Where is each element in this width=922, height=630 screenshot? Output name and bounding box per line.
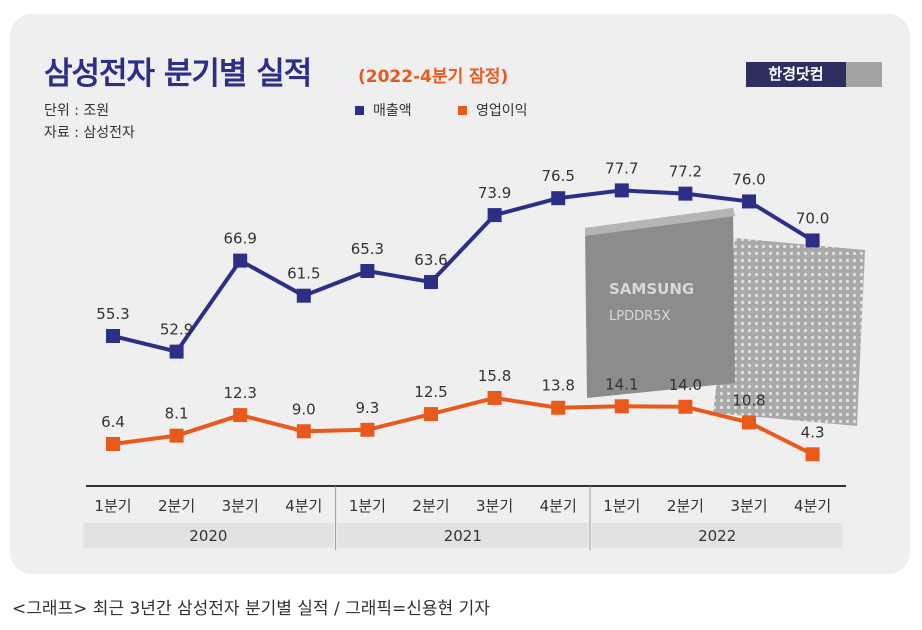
data-label: 65.3 bbox=[351, 240, 384, 258]
x-tick-label: 2분기 bbox=[158, 497, 195, 515]
data-label: 52.9 bbox=[160, 321, 193, 339]
data-point bbox=[678, 186, 693, 201]
data-point bbox=[360, 264, 375, 278]
data-point bbox=[487, 208, 502, 223]
x-tick-label: 1분기 bbox=[94, 497, 131, 515]
data-label: 63.6 bbox=[414, 251, 447, 269]
x-tick-label: 4분기 bbox=[794, 497, 831, 515]
x-tick-label: 2분기 bbox=[412, 497, 449, 515]
data-label: 73.9 bbox=[478, 184, 511, 202]
x-tick-label: 4분기 bbox=[285, 497, 322, 515]
legend-profit: 영업이익 bbox=[458, 100, 528, 120]
data-point bbox=[614, 183, 629, 198]
data-label: 10.8 bbox=[732, 391, 765, 409]
data-point bbox=[805, 447, 820, 462]
x-tick-label: 3분기 bbox=[476, 497, 513, 515]
data-label: 4.3 bbox=[801, 423, 825, 441]
chip-brand-text: SAMSUNG bbox=[609, 280, 694, 298]
data-point bbox=[233, 253, 248, 268]
data-point bbox=[106, 329, 120, 343]
legend-profit-swatch bbox=[458, 105, 467, 115]
data-label: 70.0 bbox=[796, 209, 829, 227]
source-label: 자료 : 삼성전자 bbox=[44, 125, 135, 141]
data-point bbox=[169, 344, 184, 359]
data-label: 15.8 bbox=[478, 367, 511, 385]
year-label: 2022 bbox=[698, 527, 736, 545]
data-point bbox=[424, 275, 438, 290]
x-tick-label: 2분기 bbox=[667, 497, 704, 515]
data-label: 76.5 bbox=[541, 167, 574, 185]
data-label: 61.5 bbox=[287, 265, 320, 283]
data-label: 12.5 bbox=[414, 383, 447, 401]
data-label: 55.3 bbox=[96, 305, 129, 323]
year-label: 2020 bbox=[189, 527, 227, 545]
brand-label: 한경닷컴 bbox=[746, 62, 846, 87]
brand-badge: 한경닷컴 bbox=[746, 62, 882, 87]
x-tick-label: 3분기 bbox=[222, 497, 259, 515]
x-tick-label: 4분기 bbox=[540, 497, 577, 515]
data-label: 13.8 bbox=[541, 377, 574, 395]
year-band bbox=[337, 523, 588, 548]
chart-title: 삼성전자 분기별 실적 bbox=[44, 56, 312, 92]
memory-chip-image: SAMSUNG LPDDR5X bbox=[585, 208, 865, 426]
data-label: 14.1 bbox=[605, 375, 638, 393]
figure-caption: <그래프> 최근 3년간 삼성전자 분기별 실적 / 그래픽=신용현 기자 bbox=[12, 599, 490, 619]
data-point bbox=[296, 424, 311, 439]
data-point bbox=[742, 194, 756, 209]
data-point bbox=[742, 415, 756, 430]
year-band bbox=[592, 523, 843, 548]
data-point bbox=[106, 437, 120, 451]
data-point bbox=[169, 428, 184, 443]
data-point bbox=[551, 400, 566, 415]
data-point bbox=[296, 288, 311, 303]
legend-profit-label: 영업이익 bbox=[476, 103, 528, 119]
chart-subtitle: (2022-4분기 잠정) bbox=[358, 67, 509, 87]
year-label: 2021 bbox=[444, 527, 482, 545]
data-point bbox=[678, 399, 693, 414]
chart-card: 삼성전자 분기별 실적 (2022-4분기 잠정) 한경닷컴 단위 : 조원 자… bbox=[10, 14, 910, 574]
series-line-1 bbox=[112, 395, 814, 457]
chip-model-text: LPDDR5X bbox=[609, 309, 670, 324]
data-label: 8.1 bbox=[165, 405, 189, 423]
data-label: 14.0 bbox=[669, 376, 702, 394]
data-point bbox=[551, 191, 566, 206]
legend-revenue-swatch bbox=[355, 105, 364, 115]
legend-revenue-label: 매출액 bbox=[373, 103, 412, 119]
unit-label: 단위 : 조원 bbox=[44, 103, 110, 119]
data-label: 9.0 bbox=[292, 400, 316, 418]
data-label: 12.3 bbox=[223, 384, 256, 402]
data-point bbox=[424, 407, 438, 422]
data-label: 66.9 bbox=[223, 230, 256, 248]
x-tick-label: 1분기 bbox=[349, 497, 386, 515]
data-label: 77.2 bbox=[669, 163, 702, 181]
data-label: 9.3 bbox=[355, 399, 379, 417]
data-point bbox=[614, 399, 629, 414]
data-point bbox=[233, 408, 248, 423]
year-band bbox=[83, 523, 334, 548]
data-point bbox=[360, 422, 375, 437]
line-chart: 55.3 52.9 66.9 61.5 65.3 63.6 73.9 76.5 77.7 77.2… bbox=[83, 159, 846, 550]
x-tick-label: 3분기 bbox=[730, 497, 767, 515]
data-label: 6.4 bbox=[101, 413, 125, 431]
data-point bbox=[487, 390, 502, 405]
data-label: 76.0 bbox=[732, 170, 765, 188]
data-label: 77.7 bbox=[605, 159, 638, 177]
series-line-0 bbox=[112, 188, 814, 354]
brand-tail bbox=[846, 62, 882, 87]
legend-revenue: 매출액 bbox=[355, 100, 412, 120]
x-tick-label: 1분기 bbox=[603, 497, 640, 515]
data-point bbox=[805, 233, 820, 248]
